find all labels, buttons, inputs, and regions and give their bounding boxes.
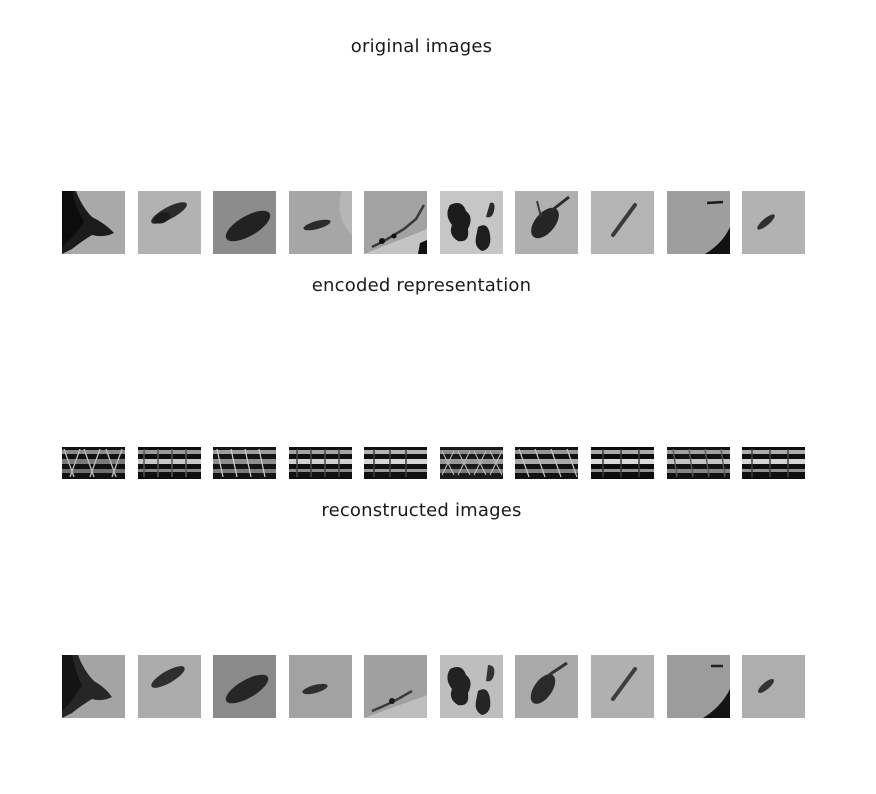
original-image-3 bbox=[213, 191, 276, 254]
original-images-row bbox=[0, 191, 876, 254]
reconstructed-image-3 bbox=[213, 655, 276, 718]
bottom-margin bbox=[0, 735, 876, 794]
encoded-representation-4 bbox=[289, 447, 352, 479]
reconstructed-images-title: reconstructed images bbox=[321, 500, 522, 521]
encoded-representation-6 bbox=[440, 447, 503, 479]
original-images-title: original images bbox=[350, 36, 493, 57]
encoded-representation-5 bbox=[364, 447, 427, 479]
original-image-4 bbox=[289, 191, 352, 254]
reconstructed-image-9 bbox=[667, 655, 730, 718]
autoencoder-figure: original images bbox=[0, 36, 876, 718]
encoded-representation-3 bbox=[213, 447, 276, 479]
original-image-2 bbox=[138, 191, 201, 254]
reconstructed-image-8 bbox=[591, 655, 654, 718]
original-image-5 bbox=[364, 191, 427, 254]
encoded-representation-7 bbox=[515, 447, 578, 479]
original-image-10 bbox=[742, 191, 805, 254]
reconstructed-image-7 bbox=[515, 655, 578, 718]
encoded-representation-1 bbox=[62, 447, 125, 479]
reconstructed-image-2 bbox=[138, 655, 201, 718]
encoded-representation-title: encoded representation bbox=[311, 275, 532, 296]
reconstructed-image-10 bbox=[742, 655, 805, 718]
original-image-1 bbox=[62, 191, 125, 254]
encoded-representation-10 bbox=[742, 447, 805, 479]
reconstructed-image-6 bbox=[440, 655, 503, 718]
reconstructed-images-row bbox=[0, 655, 876, 718]
original-image-9 bbox=[667, 191, 730, 254]
original-image-8 bbox=[591, 191, 654, 254]
encoded-representation-9 bbox=[667, 447, 730, 479]
encoded-representation-8 bbox=[591, 447, 654, 479]
original-image-6 bbox=[440, 191, 503, 254]
reconstructed-image-5 bbox=[364, 655, 427, 718]
original-image-7 bbox=[515, 191, 578, 254]
encoded-representation-row bbox=[0, 447, 876, 479]
reconstructed-image-1 bbox=[62, 655, 125, 718]
encoded-representation-2 bbox=[138, 447, 201, 479]
reconstructed-image-4 bbox=[289, 655, 352, 718]
